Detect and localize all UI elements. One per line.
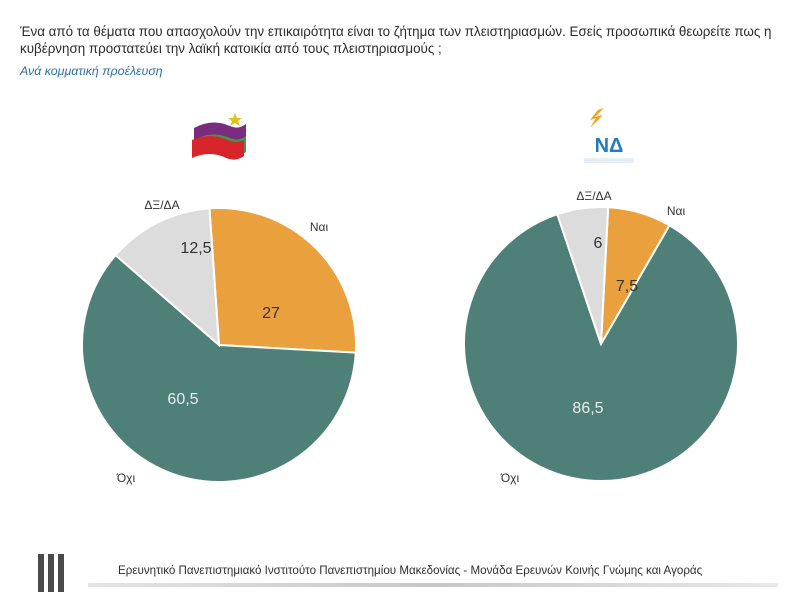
nd-logo-text: ΝΔ	[595, 135, 624, 157]
value-label-dk: 12,5	[180, 240, 211, 257]
nd-logo: ΝΔ	[584, 108, 634, 163]
pie-slice-yes	[208, 206, 357, 354]
question-text: Ένα από τα θέματα που απασχολούν την επι…	[20, 24, 772, 56]
value-label-no: 60,5	[167, 391, 198, 408]
value-label-no: 86,5	[572, 400, 603, 417]
category-label-no: Όχι	[116, 471, 136, 485]
pie-chart-1: 27 Ναι 60,5 Όχι 12,5 ΔΞ/ΔΑ	[81, 198, 357, 485]
subtitle-text: Ανά κομματική προέλευση	[20, 64, 163, 78]
value-label-yes: 27	[262, 305, 280, 322]
value-label-dk: 6	[594, 235, 603, 252]
university-logo	[36, 548, 76, 592]
category-label-dk: ΔΞ/ΔΑ	[576, 189, 611, 203]
category-label-no: Όχι	[500, 471, 520, 485]
category-label-dk: ΔΞ/ΔΑ	[144, 198, 179, 212]
pie-slice-no	[81, 253, 357, 483]
value-label-yes: 7,5	[616, 278, 638, 295]
pie-chart-2: 7,5 Ναι 86,5 Όχι 6 ΔΞ/ΔΑ	[463, 189, 739, 485]
pie-slice-dk	[114, 207, 221, 348]
category-label-yes: Ναι	[667, 204, 686, 218]
footer-text: Ερευνητικό Πανεπιστημιακό Ινστιτούτο Παν…	[118, 564, 703, 577]
pie-slice-no	[463, 212, 739, 482]
pie-slice-dk	[556, 206, 610, 345]
pie-layer: 27 Ναι 60,5 Όχι 12,5 ΔΞ/ΔΑ 7,5 Ναι 86,5 Όχι 6 ΔΞ/ΔΑ	[81, 189, 739, 485]
category-label-yes: Ναι	[310, 220, 329, 234]
syriza-flag-logo	[192, 113, 246, 160]
footer-divider	[88, 583, 778, 587]
